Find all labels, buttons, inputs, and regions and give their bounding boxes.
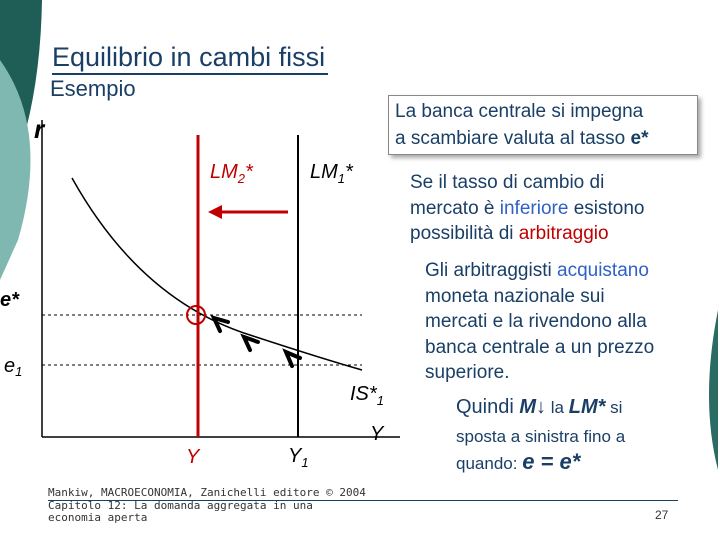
para2-line-4: banca centrale a un prezzo bbox=[425, 336, 655, 358]
lm2-label: LM2* bbox=[210, 161, 254, 186]
para1-line-2: mercato è inferiore esistono bbox=[410, 197, 645, 219]
para1-line-3: possibilità di arbitraggio bbox=[410, 223, 609, 244]
para2-line-5: superiore. bbox=[425, 362, 510, 383]
is-curve-label: IS*1 bbox=[350, 383, 384, 408]
para2-line-3: mercati e la rivendono alla bbox=[425, 311, 647, 332]
adjustment-arrow-3 bbox=[282, 348, 302, 368]
callout-line-2: a scambiare valuta al tasso e* bbox=[395, 128, 649, 149]
x-axis-label: Y bbox=[370, 423, 385, 445]
adjustment-arrows bbox=[210, 314, 302, 368]
title-underline bbox=[52, 73, 328, 75]
footer-line-3: economia aperta bbox=[48, 511, 148, 524]
y-tick-label: Y bbox=[186, 446, 201, 468]
paragraph-arbitrageurs: Gli arbitraggisti acquistano moneta nazi… bbox=[425, 258, 654, 386]
para3-line-3: quando: e = e* bbox=[456, 449, 581, 474]
para1-line-1: Se il tasso di cambio di bbox=[410, 172, 605, 193]
is-curve bbox=[71, 177, 363, 371]
down-arrow-icon: ↓ bbox=[536, 396, 547, 418]
right-edge-decoration bbox=[709, 310, 718, 470]
lm1-label: LM1* bbox=[310, 161, 354, 186]
footer-divider bbox=[48, 500, 678, 501]
adjustment-arrow-1 bbox=[210, 314, 230, 333]
para2-line-1: Gli arbitraggisti acquistano bbox=[425, 260, 649, 281]
y-axis-label: r bbox=[34, 114, 46, 144]
e1-label: e1 bbox=[4, 355, 22, 379]
paragraph-arbitrage-condition: Se il tasso di cambio di mercato è infer… bbox=[410, 170, 644, 247]
y1-tick-label: Y1 bbox=[288, 445, 309, 470]
footer-line-2: Capitolo 12: La domanda aggregata in una bbox=[48, 498, 313, 512]
page-title: Equilibrio in cambi fissi bbox=[52, 42, 326, 72]
page-number: 27 bbox=[655, 508, 669, 522]
callout-box: La banca centrale si impegna a scambiare… bbox=[388, 95, 698, 155]
page-subtitle: Esempio bbox=[50, 76, 136, 101]
footer-citation: Mankiw, MACROECONOMIA, Zanichelli editor… bbox=[48, 486, 388, 525]
para3-line-2: sposta a sinistra fino a bbox=[456, 426, 626, 446]
callout-emphasis: e* bbox=[630, 128, 649, 149]
shift-arrow-head bbox=[208, 205, 222, 219]
equilibrium-marker bbox=[186, 305, 206, 325]
e-star-label: e* bbox=[0, 289, 20, 311]
para2-line-2: moneta nazionale sui bbox=[425, 285, 605, 307]
para3-line-1: Quindi M↓ la LM* si bbox=[456, 396, 623, 418]
corner-decoration-light bbox=[0, 60, 31, 280]
footer-line-1: Mankiw, MACROECONOMIA, Zanichelli editor… bbox=[48, 486, 366, 499]
adjustment-arrow-2 bbox=[240, 333, 260, 352]
callout-line-1: La banca centrale si impegna bbox=[395, 101, 644, 122]
paragraph-conclusion: Quindi M↓ la LM* si sposta a sinistra fi… bbox=[456, 395, 625, 477]
